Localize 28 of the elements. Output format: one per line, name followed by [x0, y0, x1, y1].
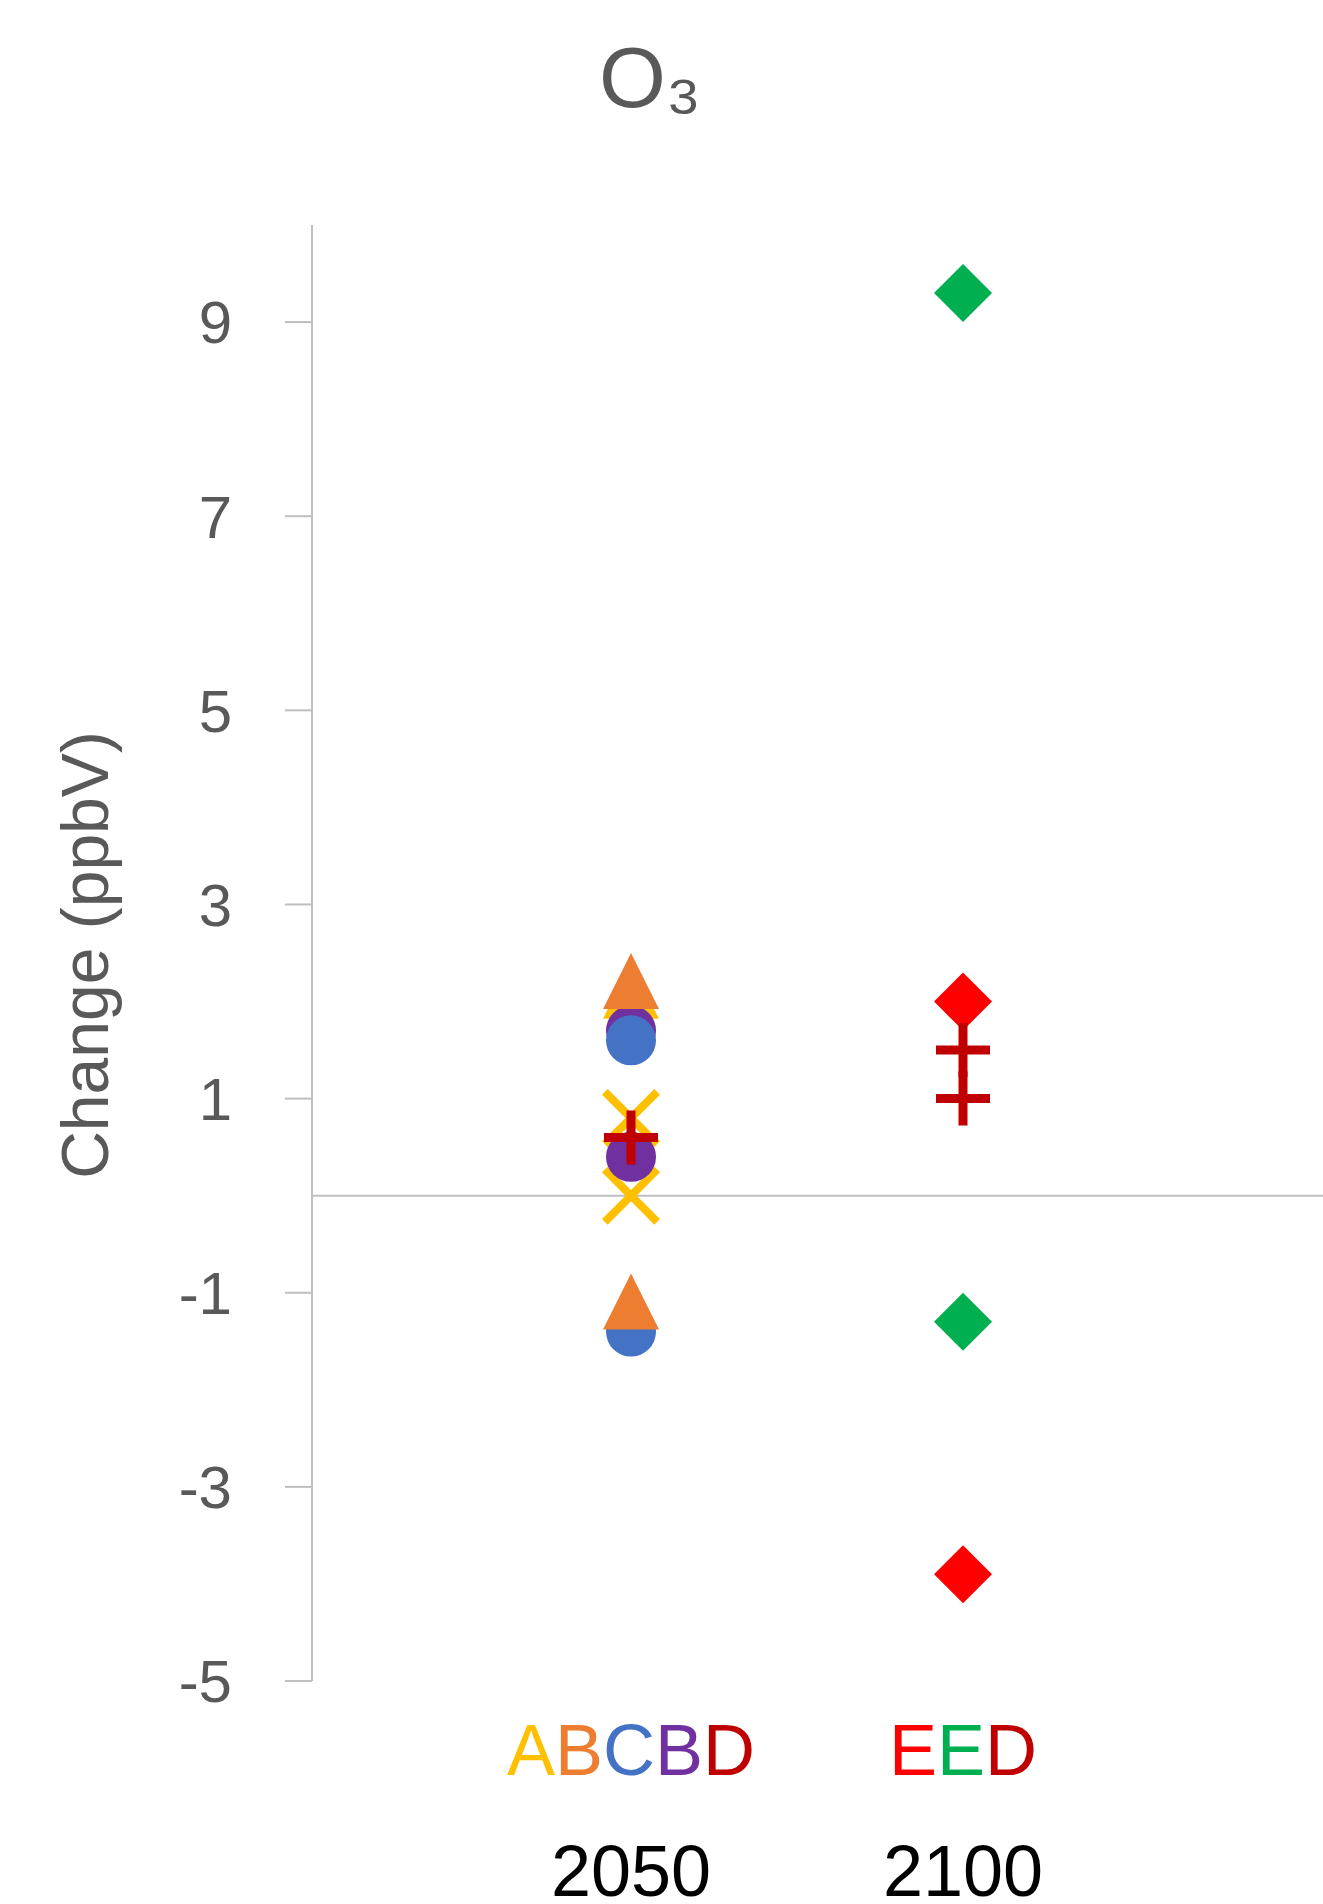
- point: [602, 1166, 660, 1225]
- y-tick-label: 9: [198, 289, 232, 357]
- x-tick-label: 2050: [550, 1831, 712, 1904]
- y-tick-label: -1: [178, 1260, 232, 1328]
- point: [934, 1292, 992, 1351]
- text: B: [554, 1710, 604, 1790]
- y-tick-label: -5: [178, 1648, 232, 1716]
- y-axis-title: Change (ppbV): [48, 731, 122, 1179]
- text: A: [506, 1710, 555, 1790]
- point: [606, 1015, 656, 1066]
- text: E: [888, 1710, 937, 1790]
- point: [604, 1110, 658, 1165]
- point: [603, 1273, 659, 1330]
- point: [934, 1545, 992, 1604]
- chart-title: O₃: [599, 29, 701, 125]
- y-tick-label: 3: [198, 871, 232, 939]
- y-tick-label: -3: [178, 1454, 232, 1522]
- text: B: [655, 1710, 704, 1790]
- text: E: [937, 1710, 986, 1790]
- y-tick-label: 7: [198, 483, 232, 551]
- text: C: [603, 1710, 656, 1790]
- text: D: [703, 1710, 756, 1790]
- y-tick-label: 1: [198, 1065, 232, 1133]
- text: D: [985, 1710, 1038, 1790]
- y-tick-label: 5: [198, 677, 232, 745]
- point: [936, 1071, 990, 1126]
- point: [934, 263, 992, 322]
- x-tick-label: 2100: [882, 1831, 1044, 1904]
